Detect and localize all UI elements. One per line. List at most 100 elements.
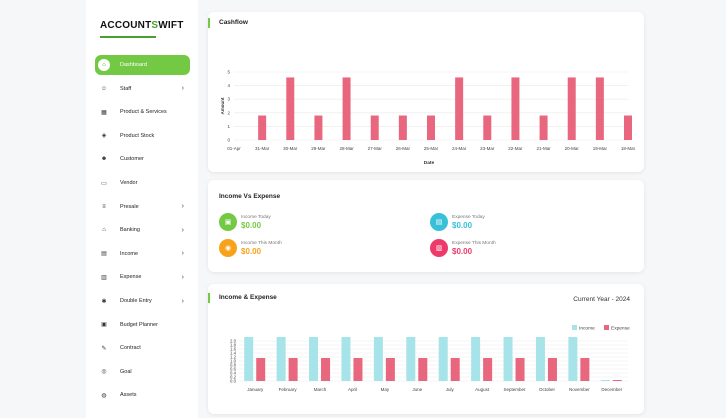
cashflow-bar: [511, 77, 520, 140]
expense-bar: [515, 358, 525, 381]
sidebar-item-label: Product & Services: [120, 109, 167, 116]
income-vs-expense-title: Income Vs Expense: [219, 193, 281, 200]
sidebar-item-product-stock[interactable]: ◈ Product Stock: [95, 126, 190, 146]
cashflow-chart: 0 1 2 3 4 5 01-Apr 31-Mar 30-Mar 29-Mar 28-Mar 27-M…: [220, 70, 636, 167]
income-expense-chart: 0.00.20.40.60.81.01.21.41.61.82.0 January…: [230, 325, 630, 392]
cashflow-title: Cashflow: [219, 19, 248, 26]
income-vs-expense-card: Income Vs Expense ▣ Income Today $0.00 ▤ Exp…: [208, 180, 644, 272]
sidebar-item-expense[interactable]: ▥ Expense ›: [95, 267, 190, 287]
cashflow-bar: [342, 77, 351, 140]
expense-bar: [321, 358, 331, 381]
sidebar-item-label: Customer: [120, 156, 144, 163]
cashflow-bar: [624, 115, 632, 140]
income-bar: [244, 337, 254, 381]
expense-bar: [450, 358, 460, 381]
sidebar-item-dashboard[interactable]: ⌂ Dashboard: [95, 55, 190, 75]
stat-expense-today: ▤ Expense Today $0.00: [430, 213, 485, 231]
sidebar-item-double-entry[interactable]: ✱ Double Entry ›: [95, 291, 190, 311]
cashflow-bar: [398, 115, 407, 140]
sidebar-item-staff[interactable]: ☺ Staff ›: [95, 79, 190, 99]
cashflow-bar: [258, 115, 267, 140]
brand-logo[interactable]: ACCOUNTSWIFT: [100, 20, 183, 36]
income-bar: [438, 337, 448, 381]
sidebar-item-contract[interactable]: ✎ Contract: [95, 338, 190, 358]
expense-bar: [256, 358, 266, 381]
sidebar-item-product-services[interactable]: ▦ Product & Services: [95, 102, 190, 122]
sidebar-item-label: Banking: [120, 227, 140, 234]
income-expense-card: Income & Expense Current Year - 2024 0.0…: [208, 284, 644, 414]
chevron-right-icon: ›: [181, 250, 184, 258]
cashflow-bar: [483, 115, 492, 140]
presale-icon: ≡: [102, 203, 106, 210]
expense-bar: [288, 358, 298, 381]
y-tick-label: 1.2: [230, 355, 237, 360]
wallet-icon: ▣: [219, 213, 237, 231]
cashflow-bar: [427, 115, 435, 140]
users-icon: ☺: [100, 85, 108, 92]
stat-value: $0.00: [241, 220, 262, 230]
sidebar-item-presale[interactable]: ≡ Presale ›: [95, 197, 190, 217]
y-tick-label: 1.6: [230, 347, 237, 352]
x-tick-label: September: [504, 387, 527, 392]
sidebar-item-label: Income: [120, 250, 139, 257]
sidebar-item-vendor[interactable]: ▭ Vendor: [95, 173, 190, 193]
sidebar-item-income[interactable]: ▤ Income ›: [95, 244, 190, 264]
period-selector[interactable]: Current Year - 2024: [573, 296, 630, 303]
x-tick-label: November: [569, 387, 590, 392]
stat-text: Expense This Month $0.00: [452, 241, 496, 256]
x-tick-label: 28-Mar: [339, 146, 354, 151]
stat-label: Income This Month: [241, 240, 282, 246]
stat-value: $0.00: [452, 246, 473, 256]
cashflow-bar: [567, 77, 576, 140]
x-tick-label: 30-Mar: [283, 146, 298, 151]
chevron-right-icon: ›: [181, 297, 184, 305]
y-tick-label: 0.8: [230, 363, 237, 368]
box-icon: ▦: [101, 109, 107, 116]
cube-icon: ◈: [101, 133, 107, 140]
y-tick-label: 4: [227, 83, 230, 88]
chevron-right-icon: ›: [181, 85, 184, 93]
cashflow-bar: [286, 77, 295, 140]
expense-bar: [385, 358, 395, 381]
brand-name: ACCOUNT: [100, 20, 152, 31]
sidebar-item-budget-planner[interactable]: ▣ Budget Planner: [95, 315, 190, 335]
x-tick-label: January: [247, 387, 264, 392]
x-tick-label: 31-Mar: [255, 146, 270, 151]
legend-swatch: [572, 325, 577, 330]
y-tick-label: 3: [227, 97, 230, 102]
contract-icon: ✎: [101, 345, 107, 352]
sidebar-item-customer[interactable]: ☻ Customer: [95, 149, 190, 169]
expense-bar: [580, 358, 590, 381]
y-tick-label: 0.0: [230, 379, 237, 384]
chevron-right-icon: ›: [181, 273, 184, 281]
title-accent: [208, 293, 210, 303]
x-tick-label: March: [314, 387, 327, 392]
expense-bar: [547, 358, 557, 381]
x-tick-label: February: [279, 387, 298, 392]
x-tick-label: 25-Mar: [424, 146, 439, 151]
x-tick-label: 29-Mar: [311, 146, 326, 151]
x-tick-label: April: [348, 387, 357, 392]
income-bar: [341, 337, 351, 381]
expense-bar: [353, 358, 363, 381]
y-tick-label: 1: [227, 124, 230, 129]
income-bar: [373, 337, 383, 381]
x-tick-label: 01-Apr: [227, 146, 241, 151]
x-tick-label: 24-Mar: [452, 146, 467, 151]
expense-bar: [612, 380, 622, 381]
budget-icon: ▣: [101, 322, 107, 329]
cashflow-card: Cashflow 0 1 2 3 4 5 01-Apr 31-Mar 30-Mar 29-Mar 2…: [208, 12, 644, 172]
stat-income-this-month: ◉ Income This Month $0.00: [219, 239, 282, 257]
title-accent: [208, 18, 210, 28]
cashflow-bar: [314, 115, 323, 140]
home-icon: ⌂: [98, 59, 110, 71]
legend-label: Income: [579, 326, 595, 332]
sidebar-item-assets[interactable]: ◍ Assets: [95, 385, 190, 405]
y-tick-label: 1.8: [230, 343, 237, 348]
assets-icon: ◍: [101, 392, 107, 399]
stat-text: Income This Month $0.00: [241, 241, 282, 256]
sidebar-item-goal[interactable]: ◎ Goal: [95, 362, 190, 382]
sidebar-item-banking[interactable]: ⌂ Banking ›: [95, 220, 190, 240]
y-tick-label: 2: [227, 110, 230, 115]
income-bar: [406, 337, 416, 381]
